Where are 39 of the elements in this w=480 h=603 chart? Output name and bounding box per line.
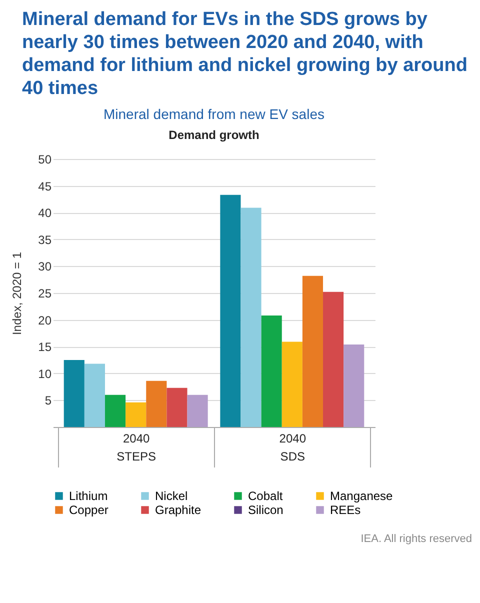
legend-label: REEs <box>330 503 361 517</box>
x-tick-label: 2040 STEPS <box>116 432 156 464</box>
legend-label: Graphite <box>155 503 202 517</box>
chart-subtitle: Mineral demand from new EV sales <box>104 106 324 122</box>
legend-label: Silicon <box>248 503 284 517</box>
bar <box>323 292 344 427</box>
legend-label: Cobalt <box>248 489 284 503</box>
bar <box>302 276 324 427</box>
y-tick-label: 45 <box>38 179 52 194</box>
y-tick-label: 40 <box>38 206 52 220</box>
bar <box>220 194 241 427</box>
bar <box>166 388 188 427</box>
text: IEA. All rights reserved <box>360 533 473 545</box>
x-tick-label: 2040 SDS <box>279 432 306 464</box>
y-tick-label: 30 <box>38 260 52 274</box>
y-axis-title: Index, 2020 = 1 <box>10 252 24 336</box>
legend-label: Manganese <box>330 489 394 503</box>
bar <box>146 380 167 427</box>
bar <box>282 342 302 427</box>
y-tick-label: 25 <box>38 286 52 300</box>
y-tick-label: 5 <box>44 394 52 408</box>
chart-title: Mineral demand for EVs in the SDS grows by nearly 30 times between 2020 and 2040, with demand for lithium and nickel growing by around 40 times <box>21 8 468 101</box>
bar <box>240 208 262 427</box>
y-tick-label: 50 <box>38 152 52 166</box>
y-tick-label: 15 <box>38 340 52 354</box>
y-tick-label: 10 <box>38 366 52 381</box>
bar <box>104 394 126 427</box>
bar <box>126 402 146 427</box>
bar <box>344 344 364 427</box>
bar <box>187 394 208 427</box>
bar <box>261 316 282 427</box>
bar <box>84 364 105 427</box>
y-tick-label: 20 <box>38 313 52 328</box>
legend-label: Copper <box>69 503 108 517</box>
bar <box>64 360 84 427</box>
legend-label: Nickel <box>155 489 188 503</box>
text: Demand growth <box>168 128 260 142</box>
y-tick-label: 35 <box>38 232 52 247</box>
legend-label: Lithium <box>69 489 108 503</box>
